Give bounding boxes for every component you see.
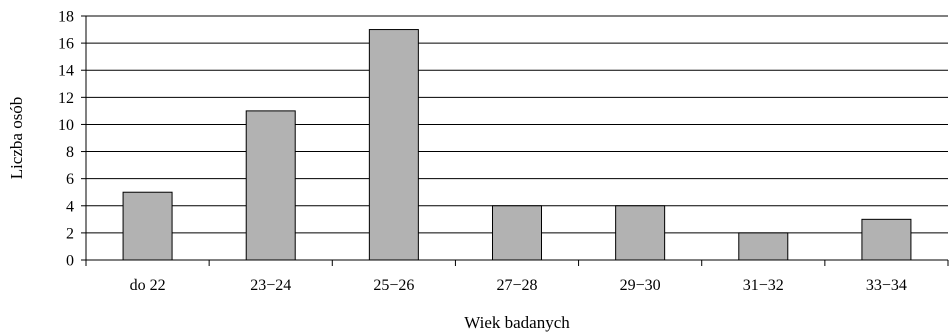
x-tick-label: 23−24	[250, 277, 291, 294]
x-tick-label: 25−26	[373, 277, 414, 294]
y-tick-label: 12	[58, 90, 74, 107]
y-tick-label: 2	[66, 225, 74, 242]
bar-3	[368, 29, 419, 261]
y-tick-label: 0	[66, 253, 74, 270]
y-tick-label: 4	[66, 198, 74, 215]
x-tick-label: 33−34	[866, 277, 907, 294]
y-tick-label: 6	[66, 171, 74, 188]
y-tick-label: 16	[58, 36, 74, 53]
x-axis-title: Wiek badanych	[464, 313, 570, 332]
x-tick-labels: do 22 23−24 25−26 27−28 29−30 31−32 33−34	[130, 277, 907, 294]
x-tick-label: do 22	[130, 277, 166, 294]
x-tick-label: 29−30	[620, 277, 661, 294]
y-tick-labels: 0 2 4 6 8 10 12 14 16 18	[58, 9, 74, 270]
y-tick-label: 8	[66, 144, 74, 161]
gridlines	[86, 15, 948, 234]
axes	[81, 15, 949, 266]
bar-1	[122, 191, 173, 261]
bar-2	[245, 110, 296, 261]
bar-4	[492, 205, 542, 261]
bars	[122, 29, 912, 261]
bar-5	[615, 205, 666, 261]
y-axis-title: Liczba osób	[7, 97, 26, 180]
y-tick-label: 14	[58, 63, 74, 80]
bar-7	[861, 218, 912, 261]
x-tick-label: 27−28	[496, 277, 537, 294]
y-tick-label: 10	[58, 117, 74, 134]
y-tick-label: 18	[58, 9, 74, 26]
bar-6	[738, 232, 789, 261]
x-tick-label: 31−32	[743, 277, 784, 294]
